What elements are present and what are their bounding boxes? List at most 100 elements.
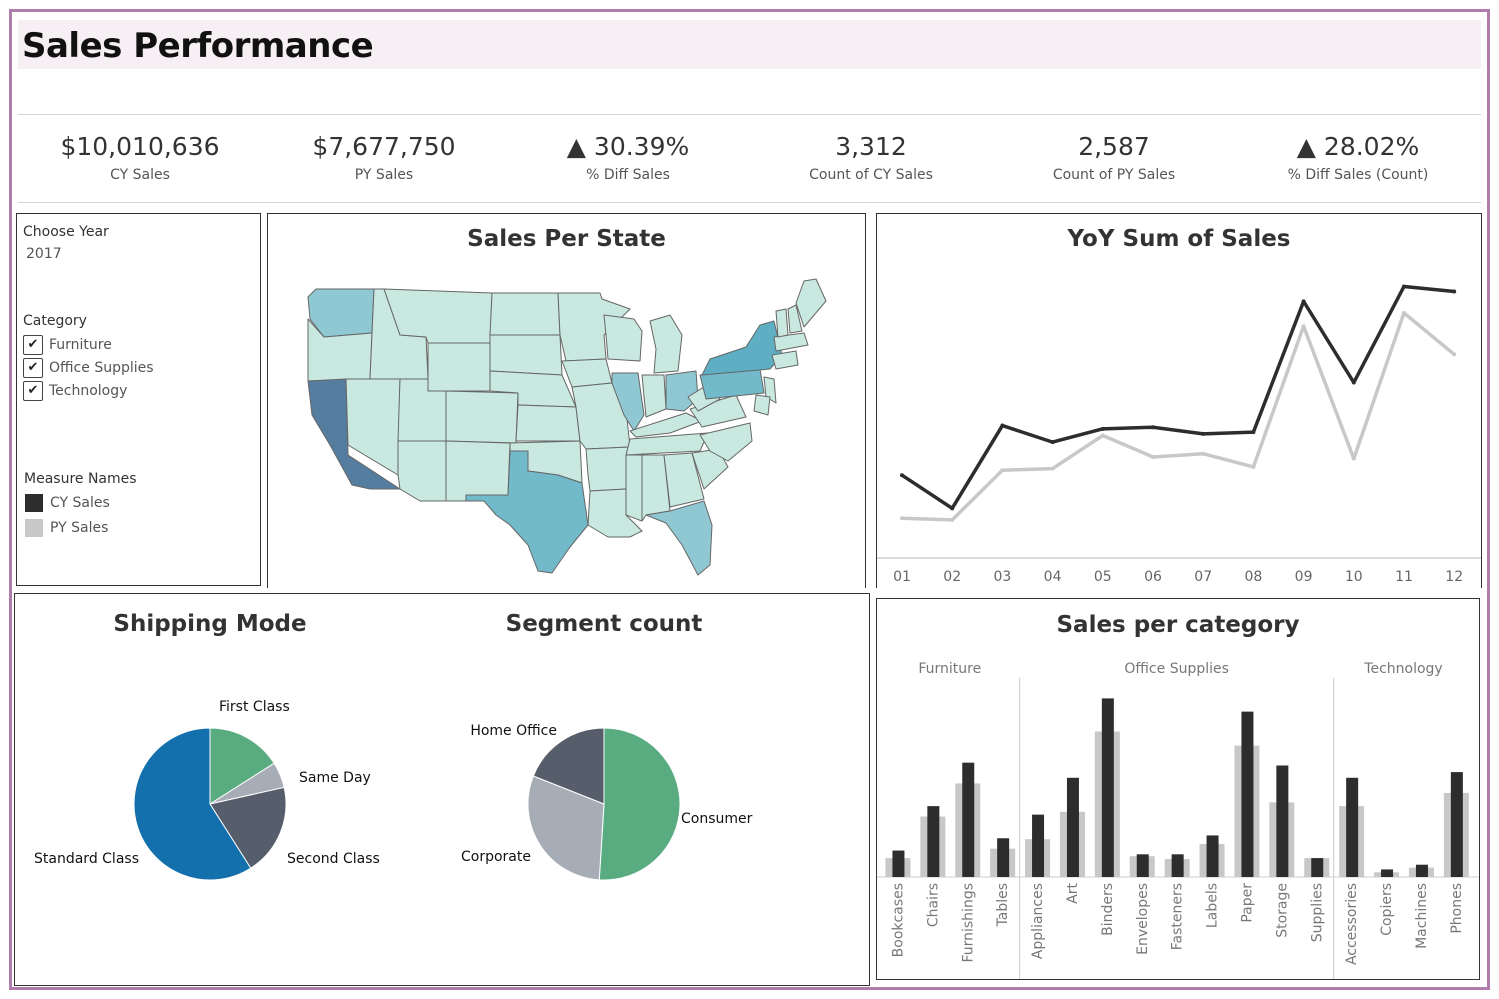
state-wi[interactable]	[603, 314, 643, 362]
bar-cy[interactable]	[1032, 814, 1045, 877]
bar-cy[interactable]	[1311, 858, 1324, 877]
bar-cy[interactable]	[927, 806, 940, 877]
series-line-py[interactable]	[901, 311, 1456, 522]
state-nd[interactable]	[489, 292, 561, 336]
state-sd[interactable]	[489, 334, 563, 376]
data-point[interactable]	[1402, 284, 1406, 289]
state-oh[interactable]	[665, 370, 699, 412]
pie-label: Home Office	[470, 723, 557, 739]
data-point[interactable]	[1301, 299, 1306, 304]
bar-cy[interactable]	[1276, 765, 1289, 877]
shipping-pie-chart[interactable]: First Class Same Day Second Class Standard …	[20, 680, 440, 940]
state-ms[interactable]	[625, 454, 643, 522]
bar-cy[interactable]	[1206, 835, 1219, 877]
data-point[interactable]	[900, 516, 904, 521]
pie-slice[interactable]	[209, 727, 275, 805]
series-line-cy[interactable]	[901, 284, 1455, 511]
state-ga[interactable]	[663, 452, 705, 508]
state-vt[interactable]	[775, 308, 789, 338]
pie-slice[interactable]	[598, 727, 681, 881]
state-ma[interactable]	[773, 332, 809, 352]
state-ia[interactable]	[561, 358, 613, 388]
pie-slice[interactable]	[527, 775, 605, 881]
pie-slice[interactable]	[209, 786, 287, 869]
kpi-value: $10,010,636	[60, 132, 220, 161]
legend-item-py[interactable]: PY Sales	[25, 517, 108, 539]
state-mi[interactable]	[649, 314, 683, 374]
state-md-de[interactable]	[753, 394, 771, 416]
state-nc[interactable]	[699, 422, 753, 462]
pie-slice[interactable]	[133, 727, 252, 881]
state-mn[interactable]	[557, 292, 631, 362]
state-nm[interactable]	[445, 440, 511, 502]
pie-slice[interactable]	[532, 727, 605, 805]
bar-cy[interactable]	[1241, 711, 1254, 877]
data-point[interactable]	[950, 506, 955, 511]
checkbox-label: Furniture	[49, 337, 112, 353]
state-ct-ri[interactable]	[771, 350, 799, 370]
data-point[interactable]	[1151, 455, 1155, 460]
data-point[interactable]	[1251, 464, 1256, 469]
bar-cy[interactable]	[1171, 854, 1184, 877]
bar-cy[interactable]	[1101, 698, 1114, 877]
checkbox-checked-icon[interactable]: ✔	[23, 358, 43, 378]
state-wy[interactable]	[427, 342, 491, 392]
state-va[interactable]	[689, 394, 747, 428]
title-bar: Sales Performance	[18, 20, 1481, 69]
segment-pie-chart[interactable]: Consumer Corporate Home Office	[440, 680, 860, 940]
state-in[interactable]	[641, 374, 667, 418]
bar-cy[interactable]	[1381, 869, 1394, 877]
state-mt[interactable]	[383, 288, 493, 344]
checkbox-checked-icon[interactable]: ✔	[23, 335, 43, 355]
state-me[interactable]	[795, 278, 827, 328]
data-point[interactable]	[1201, 431, 1206, 436]
yoy-line-chart[interactable]: 01 02 03 04 05 06 07 08 09 10 11 12	[877, 260, 1481, 588]
legend-item-cy[interactable]: CY Sales	[25, 492, 110, 514]
bar-cy[interactable]	[892, 850, 905, 877]
bar-cy[interactable]	[962, 762, 975, 877]
data-point[interactable]	[1151, 425, 1155, 430]
data-point[interactable]	[1050, 440, 1055, 445]
bar-cy[interactable]	[1066, 777, 1079, 877]
state-ky[interactable]	[629, 412, 703, 438]
data-point[interactable]	[1100, 433, 1105, 438]
data-point[interactable]	[1452, 352, 1457, 357]
state-nh[interactable]	[787, 304, 803, 334]
data-point[interactable]	[1351, 380, 1356, 385]
bar-cy[interactable]	[1346, 777, 1359, 877]
data-point[interactable]	[1050, 466, 1055, 471]
state-tx[interactable]	[465, 450, 589, 574]
data-point[interactable]	[900, 473, 904, 478]
data-point[interactable]	[950, 517, 955, 522]
state-az[interactable]	[397, 440, 447, 502]
bar-cy[interactable]	[1136, 854, 1149, 877]
data-point[interactable]	[1251, 430, 1256, 435]
category-bar-chart[interactable]: Furniture Office Supplies Technology Bookca…	[877, 650, 1479, 979]
data-point[interactable]	[1000, 468, 1005, 473]
state-ks[interactable]	[515, 404, 581, 442]
state-co[interactable]	[445, 390, 519, 444]
us-map[interactable]	[290, 275, 850, 585]
year-filter-select[interactable]: 2017	[26, 246, 62, 262]
state-tn[interactable]	[625, 432, 709, 456]
kpi-py-sales: $7,677,750 PY Sales	[269, 130, 499, 186]
checkbox-checked-icon[interactable]: ✔	[23, 381, 43, 401]
state-ny[interactable]	[701, 320, 783, 376]
divider-kpi	[18, 202, 1481, 203]
category-checkbox-office-supplies[interactable]: ✔ Office Supplies	[23, 357, 154, 379]
kpi-label: % Diff Sales (Count)	[1287, 167, 1429, 183]
data-point[interactable]	[1452, 289, 1457, 294]
category-checkbox-technology[interactable]: ✔ Technology	[23, 380, 127, 402]
bar-cy[interactable]	[997, 838, 1010, 877]
data-point[interactable]	[1100, 426, 1105, 431]
data-point[interactable]	[1201, 451, 1206, 456]
data-point[interactable]	[1351, 456, 1356, 461]
category-checkbox-furniture[interactable]: ✔ Furniture	[23, 334, 112, 356]
data-point[interactable]	[1000, 423, 1005, 428]
data-point[interactable]	[1301, 324, 1306, 329]
state-fl[interactable]	[645, 500, 713, 576]
data-point[interactable]	[1402, 310, 1406, 315]
bar-cy[interactable]	[1450, 772, 1463, 877]
bar-cy[interactable]	[1415, 864, 1428, 877]
state-ar[interactable]	[585, 446, 631, 492]
